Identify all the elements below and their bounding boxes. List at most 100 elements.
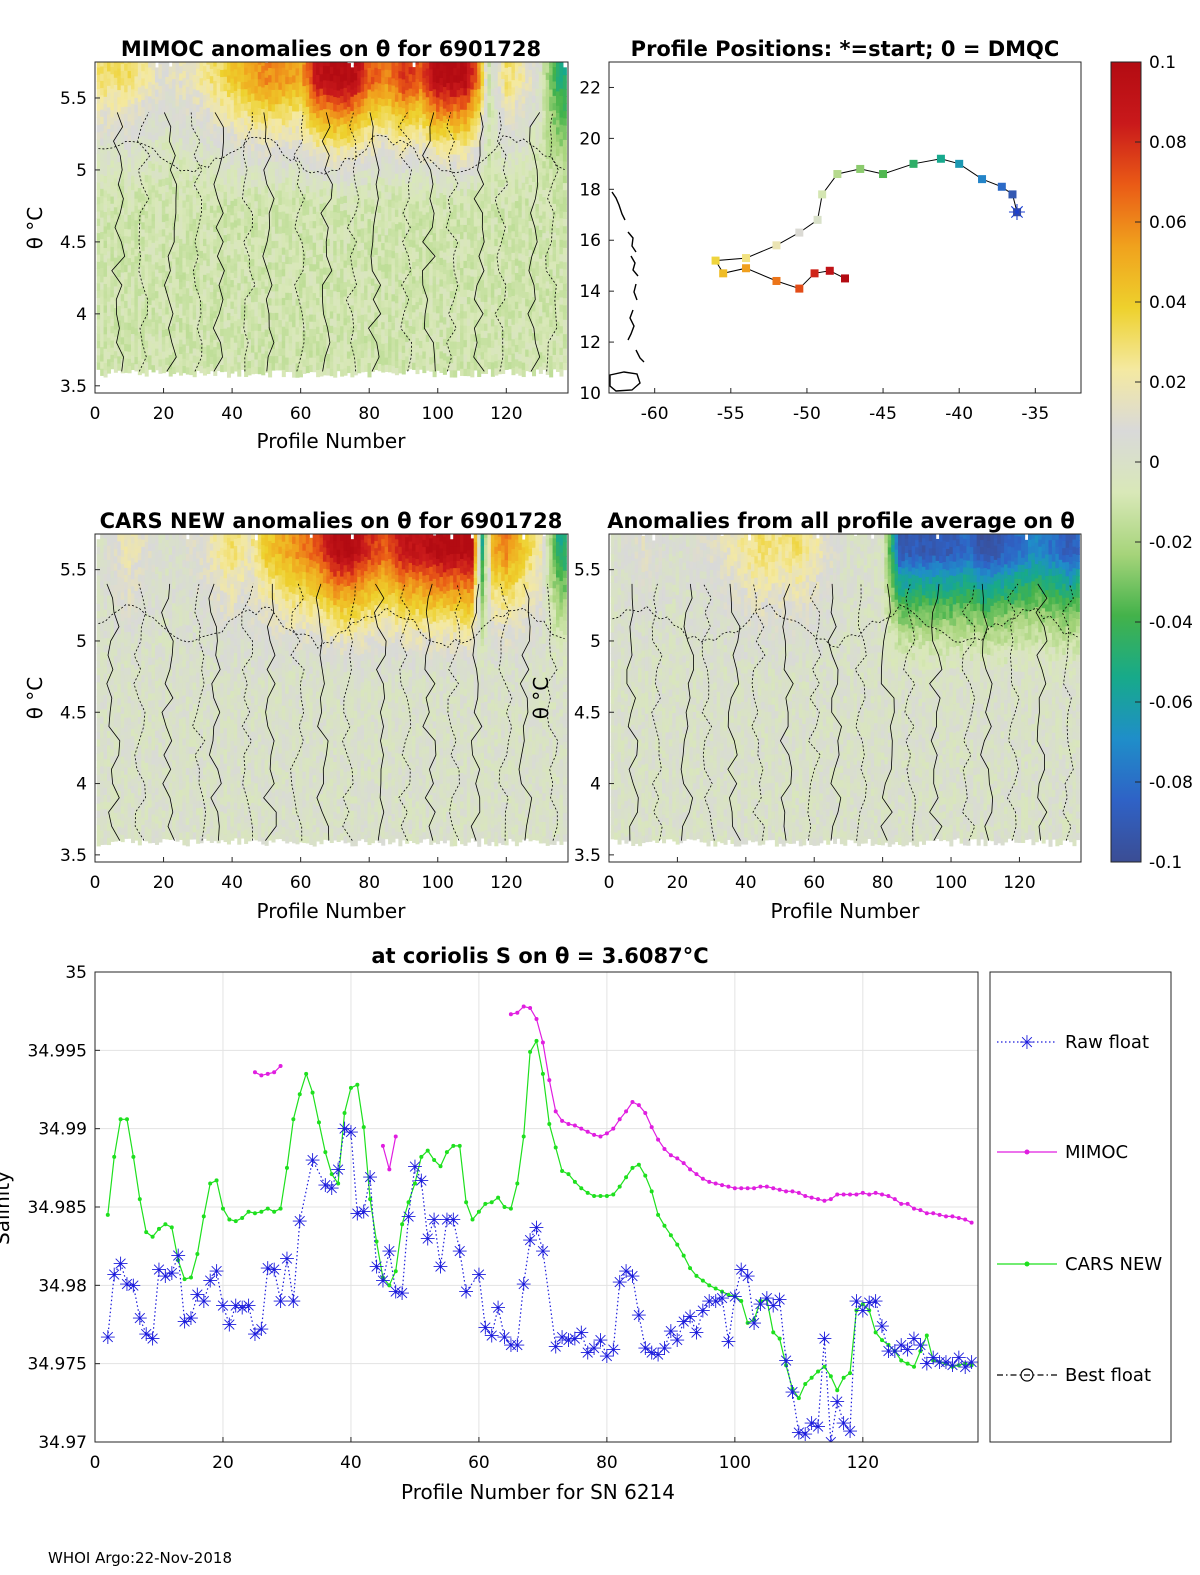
heatmap-cell bbox=[449, 89, 454, 97]
heatmap-cell bbox=[148, 66, 153, 75]
heatmap-cell bbox=[178, 87, 184, 96]
heatmap-cell bbox=[117, 168, 122, 177]
heatmap-cell bbox=[237, 88, 242, 97]
heatmap-cell bbox=[213, 288, 218, 297]
heatmap-cell bbox=[408, 174, 413, 183]
heatmap-cell bbox=[257, 157, 262, 166]
heatmap-cell bbox=[322, 360, 327, 369]
heatmap-cell bbox=[398, 207, 403, 216]
heatmap-cell bbox=[141, 70, 146, 79]
heatmap-cell bbox=[240, 275, 245, 284]
heatmap-cell bbox=[127, 63, 132, 72]
heatmap-cell bbox=[247, 317, 252, 326]
heatmap-cell bbox=[353, 245, 358, 254]
heatmap-cell bbox=[353, 115, 358, 124]
heatmap-cell bbox=[96, 333, 101, 342]
heatmap-cell bbox=[172, 186, 177, 195]
heatmap-cell bbox=[244, 88, 249, 97]
heatmap-cell bbox=[394, 137, 399, 145]
heatmap-cell bbox=[161, 365, 166, 374]
heatmap-cell bbox=[196, 168, 201, 177]
heatmap-cell bbox=[343, 274, 348, 283]
heatmap-cell bbox=[230, 229, 235, 237]
heatmap-cell bbox=[377, 97, 382, 105]
heatmap-cell bbox=[103, 240, 108, 248]
heatmap-cell bbox=[264, 285, 269, 294]
heatmap-cell bbox=[484, 78, 489, 87]
heatmap-cell bbox=[100, 202, 105, 211]
heatmap-cell bbox=[151, 105, 156, 114]
heatmap-cell bbox=[175, 343, 180, 351]
heatmap-cell bbox=[189, 129, 194, 138]
heatmap-cell bbox=[151, 76, 156, 85]
heatmap-cell bbox=[473, 348, 478, 357]
heatmap-cell bbox=[220, 285, 225, 293]
heatmap-cell bbox=[412, 203, 417, 212]
heatmap-cell bbox=[394, 187, 399, 196]
heatmap-cell bbox=[278, 355, 283, 364]
heatmap-cell bbox=[196, 291, 201, 299]
heatmap-cell bbox=[439, 156, 444, 165]
heatmap-cell bbox=[106, 337, 112, 345]
heatmap-cell bbox=[233, 183, 238, 192]
heatmap-cell bbox=[405, 190, 410, 199]
heatmap-cell bbox=[151, 321, 156, 330]
heatmap-cell bbox=[477, 318, 482, 327]
heatmap-cell bbox=[240, 196, 245, 205]
heatmap-cell bbox=[192, 247, 197, 255]
heatmap-cell bbox=[377, 305, 382, 314]
heatmap-cell bbox=[185, 172, 190, 181]
heatmap-cell bbox=[154, 67, 160, 76]
heatmap-cell bbox=[295, 283, 300, 292]
heatmap-cell bbox=[343, 137, 348, 146]
heatmap-cell bbox=[453, 132, 458, 141]
heatmap-cell bbox=[322, 209, 327, 218]
heatmap-cell bbox=[425, 247, 430, 256]
heatmap-cell bbox=[281, 311, 286, 320]
heatmap-cell bbox=[96, 218, 101, 226]
heatmap-cell bbox=[110, 231, 115, 240]
heatmap-cell bbox=[161, 336, 166, 345]
heatmap-cell bbox=[261, 360, 266, 369]
heatmap-cell bbox=[144, 340, 149, 348]
heatmap-cell bbox=[408, 325, 413, 334]
heatmap-cell bbox=[117, 154, 122, 163]
heatmap-cell bbox=[429, 313, 434, 322]
heatmap-cell bbox=[264, 221, 269, 229]
heatmap-cell bbox=[456, 175, 461, 184]
heatmap-cell bbox=[364, 342, 369, 351]
heatmap-cell bbox=[199, 300, 204, 309]
heatmap-cell bbox=[305, 171, 310, 179]
heatmap-cell bbox=[106, 85, 112, 94]
heatmap-cell bbox=[288, 213, 293, 222]
heatmap-cell bbox=[391, 171, 396, 180]
heatmap-cell bbox=[261, 216, 266, 225]
heatmap-cell bbox=[264, 228, 269, 237]
heatmap-cell bbox=[213, 260, 218, 269]
heatmap-cell bbox=[364, 356, 369, 365]
heatmap-cell bbox=[247, 367, 252, 376]
heatmap-cell bbox=[199, 62, 204, 64]
heatmap-cell bbox=[364, 213, 369, 221]
heatmap-cell bbox=[161, 120, 166, 129]
heatmap-cell bbox=[271, 334, 276, 342]
heatmap-cell bbox=[391, 200, 396, 208]
heatmap-cell bbox=[353, 137, 358, 146]
heatmap-cell bbox=[247, 94, 252, 102]
heatmap-cell bbox=[439, 314, 444, 323]
heatmap-cell bbox=[377, 327, 382, 336]
heatmap-cell bbox=[268, 283, 273, 292]
heatmap-cell bbox=[466, 102, 471, 110]
heatmap-cell bbox=[333, 132, 338, 141]
heatmap-cell bbox=[278, 276, 283, 285]
heatmap-cell bbox=[230, 62, 235, 65]
heatmap-cell bbox=[213, 353, 218, 362]
heatmap-cell bbox=[113, 113, 118, 121]
heatmap-cell bbox=[322, 137, 327, 146]
heatmap-cell bbox=[418, 66, 423, 75]
heatmap-cell bbox=[271, 118, 276, 126]
heatmap-cell bbox=[237, 296, 242, 305]
heatmap-cell bbox=[151, 328, 156, 337]
heatmap-cell bbox=[484, 330, 489, 339]
heatmap-cell bbox=[364, 169, 369, 178]
